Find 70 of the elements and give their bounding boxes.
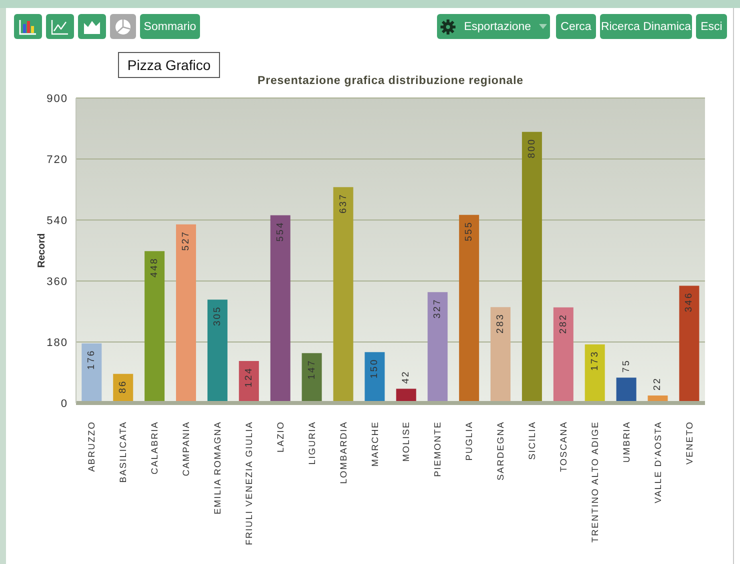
data-label: 448 — [149, 257, 160, 278]
data-label: 75 — [620, 359, 632, 373]
bar — [82, 343, 102, 403]
data-label: 346 — [684, 292, 695, 312]
bar — [207, 300, 228, 403]
data-label: 283 — [495, 313, 506, 334]
x-tick-label: BASILICATA — [118, 421, 128, 483]
x-tick-label: SICILIA — [527, 421, 538, 460]
data-label: 305 — [212, 306, 223, 326]
x-tick-label: PIEMONTE — [432, 421, 443, 477]
x-tick-label: TOSCANA — [558, 421, 568, 472]
x-tick-label: LAZIO — [275, 421, 286, 453]
bar — [364, 352, 385, 403]
bar — [490, 307, 511, 403]
data-label: 554 — [274, 221, 286, 242]
bar — [553, 307, 574, 403]
data-label: 173 — [589, 350, 600, 371]
bar — [333, 187, 354, 403]
data-label: 147 — [306, 359, 318, 380]
y-tick-label: 540 — [46, 214, 68, 227]
text: Esci — [700, 20, 722, 32]
data-label: 637 — [338, 193, 349, 214]
text: Esportazione — [464, 20, 532, 32]
data-label: 22 — [652, 376, 664, 391]
y-tick-label: 900 — [46, 92, 68, 105]
x-tick-label: SARDEGNA — [496, 421, 506, 480]
text: Pizza Grafico — [118, 52, 220, 78]
data-label: 327 — [432, 298, 444, 319]
x-tick-label: CALABRIA — [150, 421, 160, 474]
data-label: 282 — [558, 313, 569, 334]
x-tick-label: LIGURIA — [306, 421, 317, 465]
bar — [616, 378, 636, 403]
bar — [459, 214, 480, 403]
text: Ricerca Dinamica — [600, 20, 692, 32]
y-tick-label: 180 — [46, 336, 68, 349]
data-label: 800 — [526, 138, 538, 158]
data-label: 124 — [243, 366, 254, 388]
bar — [679, 286, 700, 403]
text: Sommario — [140, 14, 200, 39]
x-tick-label: UMBRIA — [621, 421, 632, 463]
data-label: 150 — [369, 358, 380, 379]
bar — [428, 292, 448, 403]
bar — [522, 132, 542, 403]
y-tick-label: 360 — [46, 276, 68, 288]
data-label: 176 — [86, 349, 98, 370]
bar — [302, 353, 322, 403]
x-tick-label: MARCHE — [370, 421, 380, 467]
x-tick-label: FRIULI VENEZIA GIULIA — [244, 421, 254, 546]
data-label: 527 — [180, 230, 192, 251]
bar — [584, 344, 605, 403]
bar — [176, 224, 196, 403]
x-tick-label: MOLISE — [401, 421, 412, 462]
x-tick-label: VENETO — [684, 421, 694, 464]
x-tick-label: VALLE D'AOSTA — [652, 421, 663, 504]
x-tick-label: CAMPANIA — [181, 421, 192, 476]
x-tick-label: PUGLIA — [464, 421, 474, 461]
x-tick-label: TRENTINO ALTO ADIGE — [590, 421, 600, 543]
y-axis-title: Record — [36, 233, 48, 268]
x-tick-label: ABRUZZO — [86, 421, 97, 472]
y-tick-label: 0 — [60, 398, 68, 410]
data-label: 42 — [400, 370, 412, 384]
x-tick-label: LOMBARDIA — [338, 421, 348, 484]
bar — [270, 215, 290, 403]
text: Cerca — [560, 20, 592, 32]
chart-title: Presentazione grafica distribuzione regionale — [256, 75, 524, 87]
x-tick-label: EMILIA ROMAGNA — [212, 421, 223, 514]
data-label: 555 — [464, 220, 475, 242]
data-label: 86 — [118, 380, 129, 394]
y-tick-label: 720 — [46, 154, 68, 166]
bar — [144, 251, 165, 403]
